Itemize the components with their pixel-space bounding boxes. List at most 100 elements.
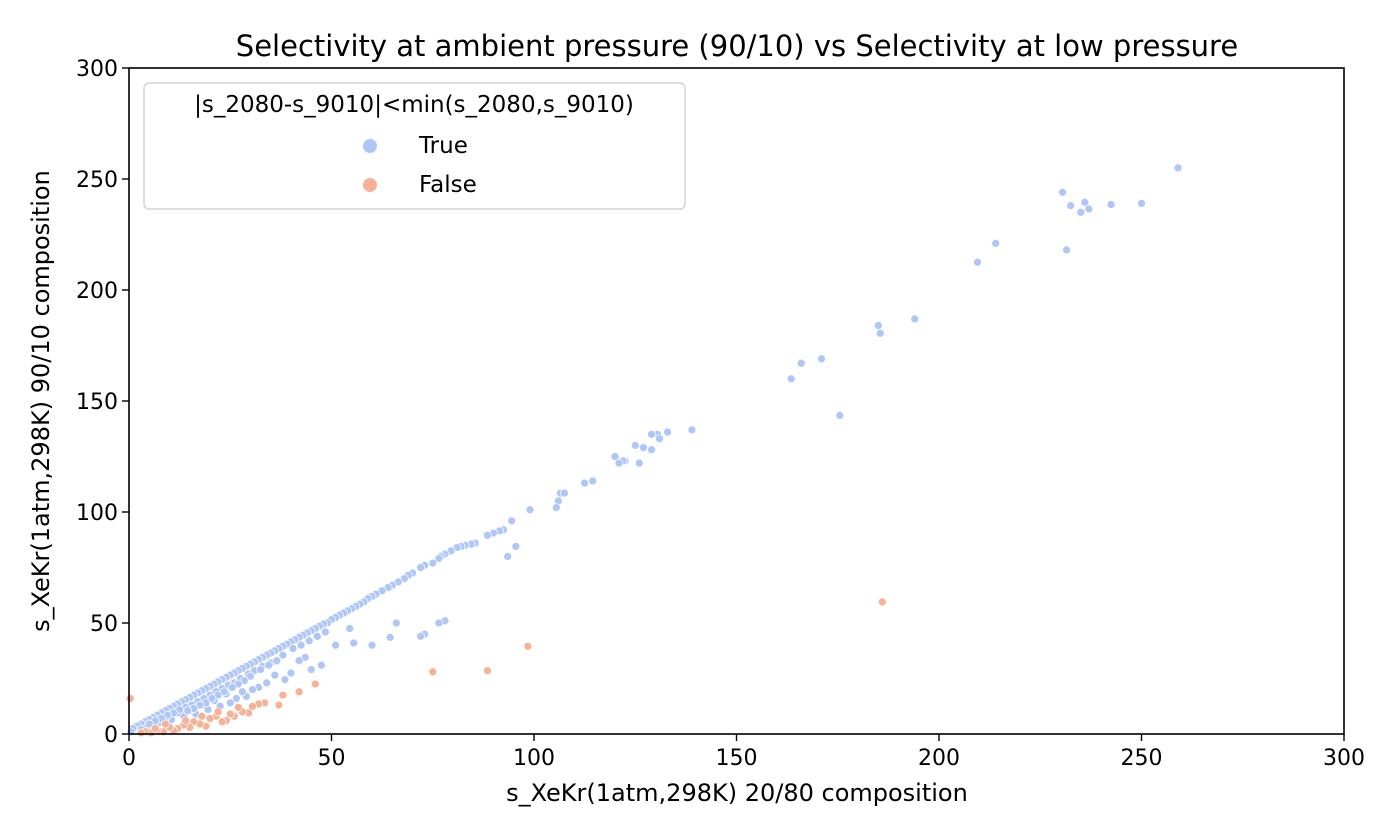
data-point-true <box>272 656 282 666</box>
legend-title: |s_2080-s_9010|<min(s_2080,s_9010) <box>194 92 634 118</box>
data-point-false <box>278 690 288 700</box>
data-point-true <box>639 443 648 452</box>
data-point-true <box>286 668 296 678</box>
data-point-true <box>580 478 589 488</box>
data-point-true <box>588 476 598 486</box>
data-point-true <box>525 505 535 515</box>
data-point-true <box>1080 197 1090 207</box>
series-true <box>126 163 1183 737</box>
data-point-false <box>181 716 191 726</box>
data-point-false <box>310 679 320 689</box>
data-point-false <box>150 724 160 733</box>
data-point-true <box>647 445 656 455</box>
data-point-true <box>227 683 237 692</box>
data-point-true <box>630 441 640 450</box>
x-tick-label: 200 <box>918 746 960 771</box>
data-point-true <box>321 627 330 637</box>
data-point-true <box>614 458 624 468</box>
data-point-true <box>655 434 664 444</box>
data-point-true <box>262 678 272 688</box>
data-point-true <box>1137 199 1146 208</box>
x-tick-label: 50 <box>318 746 346 771</box>
legend-marker-false <box>363 178 377 192</box>
data-point-true <box>385 633 395 642</box>
data-point-true <box>312 631 322 641</box>
data-point-true <box>786 374 796 384</box>
points-layer <box>125 163 1183 738</box>
data-point-true <box>256 665 265 674</box>
x-tick-label: 0 <box>122 746 136 771</box>
data-point-true <box>875 328 885 338</box>
data-point-true <box>416 631 425 641</box>
y-tick-label: 100 <box>76 501 118 526</box>
data-point-true <box>1066 201 1075 210</box>
data-point-true <box>306 665 316 674</box>
data-point-true <box>345 624 355 633</box>
data-point-false <box>205 714 215 723</box>
data-point-true <box>910 314 920 324</box>
data-point-true <box>647 429 656 439</box>
data-point-false <box>428 667 438 677</box>
data-point-true <box>331 640 340 650</box>
data-point-true <box>634 458 644 468</box>
data-point-true <box>796 358 806 368</box>
legend-box <box>143 82 686 210</box>
data-point-true <box>367 640 377 650</box>
data-point-false <box>197 711 207 721</box>
data-point-false <box>294 687 304 697</box>
data-point-true <box>294 656 304 666</box>
data-point-true <box>507 516 517 526</box>
data-point-true <box>270 670 280 680</box>
data-point-true <box>225 698 235 708</box>
data-point-false <box>274 700 284 710</box>
data-point-false <box>523 641 533 651</box>
y-axis: 0 50 100 150 200 250 300 <box>76 57 129 748</box>
x-tick-label: 300 <box>1323 746 1365 771</box>
data-point-true <box>1106 200 1116 209</box>
data-point-false <box>217 717 227 727</box>
data-point-true <box>246 671 255 681</box>
x-axis: 0 50 100 150 200 250 300 <box>122 734 1365 771</box>
legend-marker-true <box>363 139 377 153</box>
data-point-false <box>161 719 170 729</box>
data-point-true <box>551 503 561 512</box>
x-tick-label: 100 <box>513 746 555 771</box>
data-point-false <box>125 694 135 703</box>
x-tick-label: 150 <box>716 746 758 771</box>
data-point-false <box>136 728 146 738</box>
data-point-false <box>483 666 492 676</box>
series-false <box>125 597 887 738</box>
data-point-true <box>503 552 513 561</box>
data-point-true <box>1173 163 1183 173</box>
data-point-true <box>560 488 569 498</box>
data-point-true <box>835 411 845 420</box>
legend-label-true: True <box>418 133 468 159</box>
data-point-true <box>1062 245 1071 255</box>
data-point-true <box>248 685 257 694</box>
data-point-true <box>434 554 444 563</box>
data-point-true <box>663 427 672 437</box>
y-tick-label: 150 <box>76 390 118 415</box>
data-point-false <box>248 701 257 711</box>
data-point-true <box>973 257 982 267</box>
y-tick-label: 250 <box>76 168 118 193</box>
data-point-true <box>991 239 1001 248</box>
data-point-true <box>183 706 193 716</box>
data-point-true <box>391 618 401 628</box>
data-point-false <box>213 707 223 717</box>
data-point-true <box>817 354 826 364</box>
data-point-true <box>687 425 697 435</box>
data-point-true <box>144 719 154 729</box>
chart-title: Selectivity at ambient pressure (90/10) … <box>236 29 1238 63</box>
y-tick-label: 0 <box>104 723 118 748</box>
data-point-true <box>428 558 438 568</box>
y-tick-label: 50 <box>90 612 118 637</box>
y-tick-label: 200 <box>76 279 118 304</box>
data-point-true <box>1084 204 1094 214</box>
data-point-true <box>278 650 288 660</box>
data-point-false <box>225 709 235 719</box>
data-point-true <box>238 687 247 697</box>
data-point-true <box>280 675 290 684</box>
data-point-true <box>207 694 217 703</box>
